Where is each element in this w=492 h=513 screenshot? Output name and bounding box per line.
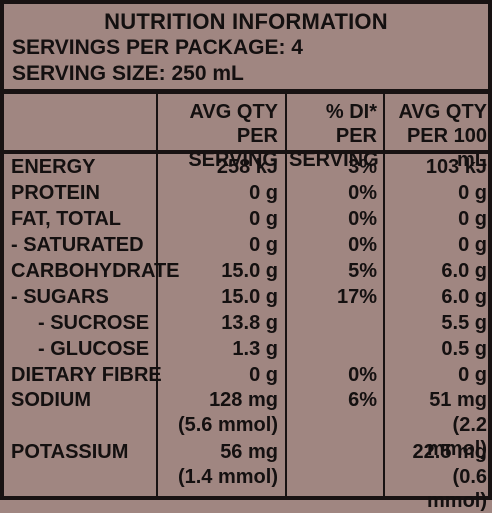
per-serving-value: 0 g <box>249 364 278 386</box>
divider-thick <box>4 89 488 94</box>
per-100ml-value: 5.5 g <box>441 312 487 334</box>
per-100ml-value: 0 g <box>458 364 487 386</box>
di-value: 0% <box>348 182 377 204</box>
nutrient-name: POTASSIUM <box>11 441 129 463</box>
per-100ml-value: 103 kJ <box>425 156 487 178</box>
panel-title: NUTRITION INFORMATION <box>104 9 388 34</box>
per-serving-value: 128 mg <box>209 389 278 411</box>
table-row: PROTEIN 0 g 0% 0 g <box>4 181 488 205</box>
table-row-sub: (1.4 mmol) (0.6 mmol) <box>4 465 488 512</box>
header-line: PER 100 mL <box>406 125 487 171</box>
header-line: AVG QTY <box>189 101 278 123</box>
table-row: CARBOHYDRATE 15.0 g 5% 6.0 g <box>4 259 488 283</box>
nutrient-name: DIETARY FIBRE <box>11 364 162 386</box>
table-row: ENERGY 258 kJ 3% 103 kJ <box>4 155 488 179</box>
nutrient-name: - GLUCOSE <box>38 338 150 360</box>
di-value: 0% <box>348 208 377 230</box>
serving-size: SERVING SIZE: 250 mL <box>12 62 244 85</box>
header-avg-qty-per-serving: AVG QTY PER SERVING <box>160 100 278 172</box>
nutrient-name: - SUCROSE <box>38 312 150 334</box>
table-row: DIETARY FIBRE 0 g 0% 0 g <box>4 363 488 387</box>
per-serving-value: 0 g <box>249 234 278 256</box>
nutrient-name: CARBOHYDRATE <box>11 260 180 282</box>
header-line: PER SERVING <box>188 125 278 171</box>
per-100ml-sub-value: (0.6 mmol) <box>427 466 487 512</box>
nutrient-name: FAT, TOTAL <box>11 208 121 230</box>
per-100ml-value: 22.5 mg <box>412 441 487 463</box>
table-row: SODIUM 128 mg 6% 51 mg <box>4 388 488 412</box>
per-100ml-value: 0 g <box>458 182 487 204</box>
per-serving-sub-value: (5.6 mmol) <box>177 414 278 436</box>
header-line: % DI* PER <box>325 101 377 147</box>
di-value: 0% <box>348 234 377 256</box>
per-serving-sub-value: (1.4 mmol) <box>177 466 278 488</box>
di-value: 5% <box>348 260 377 282</box>
header-line: SERVING <box>289 149 379 171</box>
per-100ml-value: 6.0 g <box>441 260 487 282</box>
header-line: AVG QTY <box>398 101 487 123</box>
servings-per-package: SERVINGS PER PACKAGE: 4 <box>12 36 303 59</box>
per-100ml-value: 51 mg <box>429 389 487 411</box>
per-100ml-value: 0.5 g <box>441 338 487 360</box>
di-value: 3% <box>348 156 377 178</box>
di-value: 0% <box>348 364 377 386</box>
di-value: 6% <box>348 389 377 411</box>
table-row: - GLUCOSE 1.3 g 0.5 g <box>4 337 488 361</box>
per-serving-value: 1.3 g <box>232 338 278 360</box>
table-row: - SATURATED 0 g 0% 0 g <box>4 233 488 257</box>
per-100ml-value: 0 g <box>458 234 487 256</box>
table-row: FAT, TOTAL 0 g 0% 0 g <box>4 207 488 231</box>
nutrient-name: SODIUM <box>11 389 91 411</box>
column-divider <box>156 94 158 496</box>
header-di-per-serving: % DI* PER SERVING <box>289 100 379 172</box>
nutrient-name: ENERGY <box>11 156 96 178</box>
per-serving-value: 0 g <box>249 182 278 204</box>
nutrient-name: - SUGARS <box>11 286 109 308</box>
table-row: POTASSIUM 56 mg 22.5 mg <box>4 440 488 464</box>
header-avg-qty-per-100ml: AVG QTY PER 100 mL <box>387 100 487 172</box>
nutrient-name: - SATURATED <box>11 234 144 256</box>
per-100ml-value: 0 g <box>458 208 487 230</box>
table-row-sub: (5.6 mmol) (2.2 mmol) <box>4 413 488 460</box>
per-serving-value: 15.0 g <box>221 286 278 308</box>
per-100ml-value: 6.0 g <box>441 286 487 308</box>
per-serving-value: 15.0 g <box>221 260 278 282</box>
per-serving-value: 0 g <box>249 208 278 230</box>
column-divider <box>285 94 287 496</box>
table-row: - SUGARS 15.0 g 17% 6.0 g <box>4 285 488 309</box>
di-value: 17% <box>336 286 377 308</box>
per-serving-value: 258 kJ <box>216 156 278 178</box>
per-serving-value: 13.8 g <box>221 312 278 334</box>
per-serving-value: 56 mg <box>220 441 278 463</box>
per-100ml-sub-value: (2.2 mmol) <box>427 414 487 460</box>
column-divider <box>383 94 385 496</box>
divider-header <box>4 150 488 154</box>
table-row: - SUCROSE 13.8 g 5.5 g <box>4 311 488 335</box>
nutrient-name: PROTEIN <box>11 182 100 204</box>
